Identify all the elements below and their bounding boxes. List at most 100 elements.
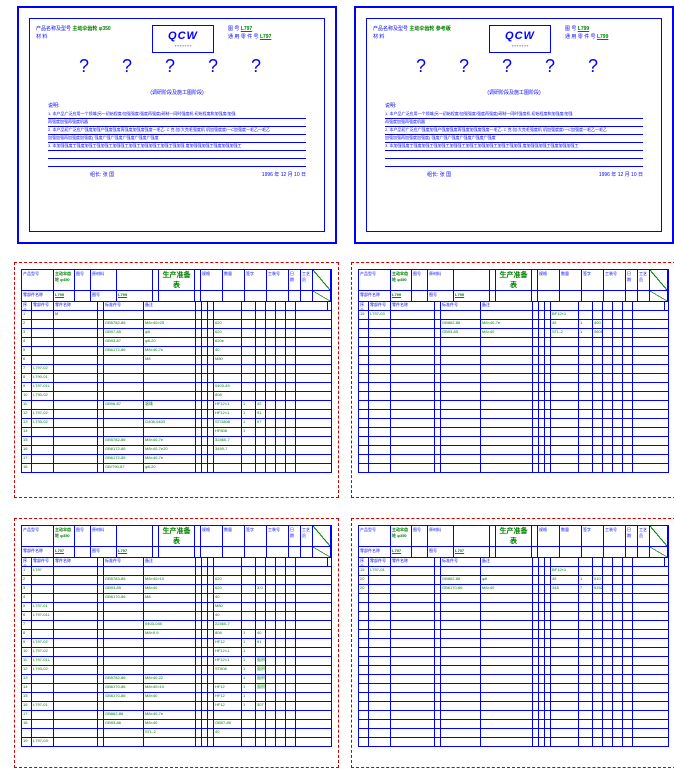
parts-row: 17GB862-86M8×40-7e bbox=[22, 711, 331, 720]
cell bbox=[296, 711, 328, 719]
label-figno: 图 号 bbox=[228, 26, 239, 32]
cell bbox=[296, 392, 328, 400]
cell bbox=[623, 693, 633, 701]
cell bbox=[593, 675, 603, 683]
cell bbox=[613, 666, 623, 674]
cell bbox=[256, 356, 266, 364]
cell bbox=[633, 612, 665, 620]
cell bbox=[579, 347, 593, 355]
cell: GB97-85 bbox=[214, 720, 242, 728]
cell: BF12×1 bbox=[551, 567, 579, 575]
cell bbox=[359, 630, 369, 638]
cell bbox=[256, 464, 266, 472]
cell bbox=[276, 419, 286, 427]
parts-row: 1M bbox=[22, 311, 331, 320]
cell: HF12×1 bbox=[214, 401, 242, 409]
cell bbox=[391, 392, 435, 400]
col-no: 序号 bbox=[359, 302, 369, 310]
cell bbox=[481, 621, 533, 629]
parts-row: 13GB5782-86M8×40-221面积 bbox=[22, 675, 331, 684]
cell bbox=[54, 365, 98, 373]
cell bbox=[579, 720, 593, 728]
cell bbox=[623, 621, 633, 629]
cell: 14 bbox=[22, 684, 32, 692]
cell bbox=[286, 621, 296, 629]
cell bbox=[359, 738, 369, 746]
parts-row: 15GB6170-86M8×40HF121 bbox=[22, 693, 331, 702]
cell bbox=[633, 338, 665, 346]
cell bbox=[623, 392, 633, 400]
cell bbox=[276, 428, 286, 436]
cell bbox=[286, 639, 296, 647]
cell bbox=[144, 567, 196, 575]
cell bbox=[276, 356, 286, 364]
cell bbox=[286, 401, 296, 409]
cell bbox=[593, 666, 603, 674]
col-std: 标准件号 bbox=[441, 558, 481, 566]
cell bbox=[104, 374, 144, 382]
cell: STL-2 bbox=[551, 329, 579, 337]
cell bbox=[54, 711, 98, 719]
cell bbox=[296, 666, 328, 674]
cell: 11 bbox=[22, 401, 32, 409]
cell bbox=[32, 630, 54, 638]
cell bbox=[551, 720, 579, 728]
cell bbox=[551, 702, 579, 710]
cell bbox=[266, 576, 276, 584]
cell bbox=[481, 383, 533, 391]
cell bbox=[104, 648, 144, 656]
cell: M8×40-7e bbox=[481, 320, 533, 328]
cell bbox=[359, 639, 369, 647]
cell bbox=[633, 419, 665, 427]
parts-row bbox=[359, 702, 668, 711]
label-general: 通 用 零 件 号 bbox=[228, 34, 259, 40]
cell bbox=[623, 374, 633, 382]
cell bbox=[266, 401, 276, 409]
col-name: 零件名称 bbox=[54, 302, 98, 310]
cell: GB/T90-87 bbox=[104, 464, 144, 472]
cell: HF12 bbox=[214, 684, 242, 692]
val-prodname: 主动伞齿轮 φ350 bbox=[72, 26, 110, 32]
cell bbox=[359, 621, 369, 629]
cell bbox=[276, 392, 286, 400]
parts-row: 4GB6170-86M840 bbox=[22, 594, 331, 603]
cell: 010 bbox=[593, 576, 603, 584]
cell bbox=[593, 702, 603, 710]
cell bbox=[54, 630, 98, 638]
cell bbox=[242, 594, 256, 602]
cell bbox=[286, 630, 296, 638]
cell bbox=[441, 464, 481, 472]
cell bbox=[481, 594, 533, 602]
parts-row: 13L793-02G408-0403STG808107 bbox=[22, 419, 331, 428]
cell bbox=[391, 374, 435, 382]
cell bbox=[623, 576, 633, 584]
parts-row: 14HF8081 bbox=[22, 428, 331, 437]
cell: M8×40 bbox=[144, 585, 196, 593]
cell bbox=[603, 585, 613, 593]
cell bbox=[286, 455, 296, 463]
cell bbox=[256, 365, 266, 373]
cell bbox=[266, 383, 276, 391]
parts-panel-tr: 产品型号 主动伞齿轮 φ450 图号 原材料 生产准备表 规格 数量 签字 工装… bbox=[351, 262, 674, 498]
cell: 0152 bbox=[593, 585, 603, 593]
cell bbox=[391, 401, 435, 409]
cell bbox=[579, 594, 593, 602]
cell bbox=[623, 365, 633, 373]
cell bbox=[54, 567, 98, 575]
parts-row bbox=[359, 401, 668, 410]
cell bbox=[603, 311, 613, 319]
cell bbox=[32, 464, 54, 472]
cell: 9 bbox=[22, 639, 32, 647]
qnote: (调研阶段及施工图阶段) bbox=[30, 89, 324, 96]
cell bbox=[579, 612, 593, 620]
cell bbox=[256, 329, 266, 337]
cell: M8×40-7e20 bbox=[144, 446, 196, 454]
cell bbox=[633, 437, 665, 445]
cell bbox=[286, 464, 296, 472]
cell bbox=[391, 455, 435, 463]
cell bbox=[54, 675, 98, 683]
cell bbox=[296, 437, 328, 445]
cell bbox=[286, 612, 296, 620]
cell bbox=[276, 657, 286, 665]
cell bbox=[256, 374, 266, 382]
